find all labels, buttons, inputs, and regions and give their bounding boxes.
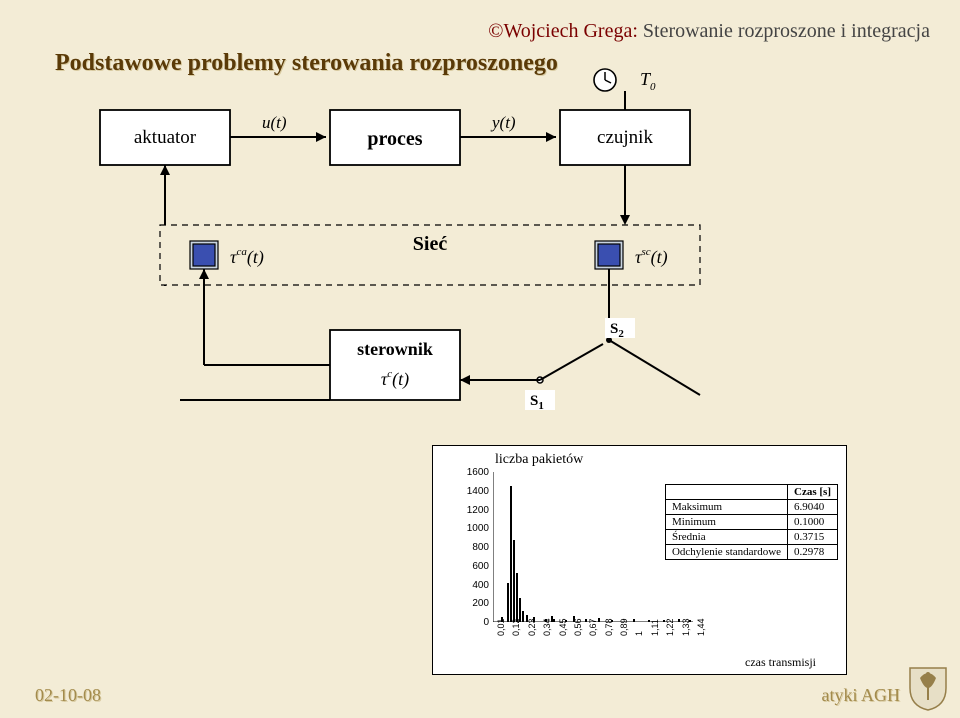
tau-ca: τca(t) — [230, 246, 264, 268]
xtick: 1,11 — [650, 612, 660, 636]
histogram-bar — [678, 619, 680, 622]
crest-icon — [906, 664, 950, 712]
block-proces: proces — [367, 128, 422, 150]
xtick: 0,12 — [511, 612, 521, 636]
histogram-plot: 16001400120010008006004002000 0,010,120,… — [493, 472, 693, 622]
ytick: 1400 — [449, 486, 489, 497]
page: ©Wojciech Grega: Sterowanie rozproszone … — [0, 0, 960, 718]
xtick: 0,45 — [558, 612, 568, 636]
ytick: 400 — [449, 580, 489, 591]
block-diagram: aktuator proces czujnik T0 u(t) y(t) Sie… — [0, 0, 960, 470]
label-ut: u(t) — [262, 113, 287, 132]
ytick: 1200 — [449, 505, 489, 516]
xtick: 1,22 — [665, 612, 675, 636]
tau-sc: τsc(t) — [635, 246, 668, 268]
histogram-bar — [510, 486, 512, 622]
ytick: 800 — [449, 542, 489, 553]
footer-agh: atyki AGH — [822, 685, 901, 706]
ytick: 0 — [449, 617, 489, 628]
histogram-bar — [522, 611, 524, 622]
xtick: 1,44 — [696, 612, 706, 636]
histogram-title: liczba pakietów — [495, 452, 583, 468]
xtick: 0,01 — [496, 612, 506, 636]
stats-table: Czas [s] Maksimum6.9040 Minimum0.1000 Śr… — [665, 484, 838, 560]
tau-c: τc(t) — [381, 368, 409, 390]
xtick: 0,89 — [619, 612, 629, 636]
histogram-bar — [507, 583, 509, 622]
ytick: 1000 — [449, 523, 489, 534]
histogram-bar — [553, 619, 555, 622]
xtick: 0,67 — [588, 612, 598, 636]
histogram-bar — [585, 619, 587, 622]
block-czujnik: czujnik — [597, 127, 653, 148]
clock-icon — [594, 69, 616, 91]
histogram-bar — [513, 540, 515, 623]
histogram-panel: liczba pakietów 160014001200100080060040… — [432, 445, 847, 675]
ytick: 200 — [449, 598, 489, 609]
block-aktuator: aktuator — [134, 127, 197, 148]
xtick: 1 — [634, 612, 644, 636]
ytick: 1600 — [449, 467, 489, 478]
xtick: 0,23 — [527, 612, 537, 636]
label-yt: y(t) — [490, 113, 516, 132]
xtick: 0,78 — [604, 612, 614, 636]
label-T0: T0 — [640, 69, 656, 93]
histogram-bar — [598, 618, 600, 622]
block-siec: Sieć — [413, 233, 448, 255]
xtick: 1,33 — [681, 612, 691, 636]
block-sterownik: sterownik — [357, 339, 433, 359]
footer-date: 02-10-08 — [35, 685, 101, 706]
xtick: 0,56 — [573, 612, 583, 636]
histogram-xlabel: czas transmisji — [745, 655, 816, 670]
xtick: 0,34 — [542, 612, 552, 636]
ytick: 600 — [449, 561, 489, 572]
